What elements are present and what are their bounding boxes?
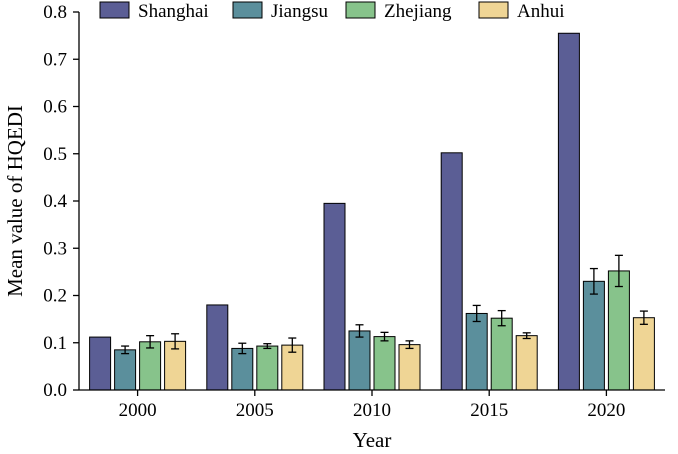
bar-jiangsu-2000	[114, 349, 137, 391]
y-tick-label: 0.6	[43, 97, 67, 118]
bar-zhejiang-2020	[607, 270, 630, 391]
legend-label-shanghai: Shanghai	[138, 1, 209, 22]
legend-swatch-shanghai	[99, 1, 130, 19]
y-tick-label: 0.0	[43, 380, 67, 401]
bars-layer	[89, 32, 655, 391]
x-axis-title: Year	[353, 428, 392, 452]
x-tick-label: 2005	[236, 400, 274, 421]
y-tick-label: 0.8	[43, 2, 67, 23]
error-bars-layer	[121, 254, 648, 355]
y-tick-label: 0.2	[43, 286, 67, 307]
y-axis-title: Mean value of HQEDI	[3, 105, 27, 297]
legend-label-anhui: Anhui	[517, 1, 565, 22]
bar-jiangsu-2020	[582, 280, 605, 391]
bar-shanghai-2005	[206, 304, 229, 391]
legend-swatch-zhejiang	[345, 1, 376, 19]
y-tick-label: 0.5	[43, 144, 67, 165]
bar-jiangsu-2005	[231, 347, 254, 391]
legend-swatch-anhui	[478, 1, 509, 19]
bar-zhejiang-2005	[256, 345, 279, 391]
bar-anhui-2010	[398, 344, 421, 391]
y-tick-label: 0.7	[43, 49, 67, 70]
bar-shanghai-2000	[89, 336, 112, 391]
bar-zhejiang-2015	[490, 317, 513, 391]
legend-label-zhejiang: Zhejiang	[384, 1, 452, 22]
bar-zhejiang-2000	[139, 341, 162, 391]
bar-jiangsu-2010	[348, 330, 371, 391]
bar-zhejiang-2010	[373, 336, 396, 391]
bar-jiangsu-2015	[465, 312, 488, 391]
y-tick-label: 0.3	[43, 238, 67, 259]
legend: Shanghai Jiangsu Zhejiang Anhui	[99, 1, 565, 22]
x-tick-label: 2010	[353, 400, 391, 421]
bar-shanghai-2015	[440, 152, 463, 391]
bar-anhui-2015	[515, 335, 538, 391]
x-tick-label: 2020	[587, 400, 625, 421]
y-tick-label: 0.1	[43, 333, 67, 354]
axes: 2000 2005 2010 2015 2020 0.0 0.1 0.2 0.3 0.4 0.5 0.…	[43, 2, 665, 421]
x-tick-label: 2000	[119, 400, 157, 421]
bar-shanghai-2010	[323, 202, 346, 391]
bar-shanghai-2020	[557, 32, 580, 391]
bar-anhui-2020	[632, 317, 655, 391]
y-tick-label: 0.4	[43, 191, 67, 212]
legend-label-jiangsu: Jiangsu	[271, 1, 329, 22]
legend-swatch-jiangsu	[232, 1, 263, 19]
x-tick-label: 2015	[470, 400, 508, 421]
